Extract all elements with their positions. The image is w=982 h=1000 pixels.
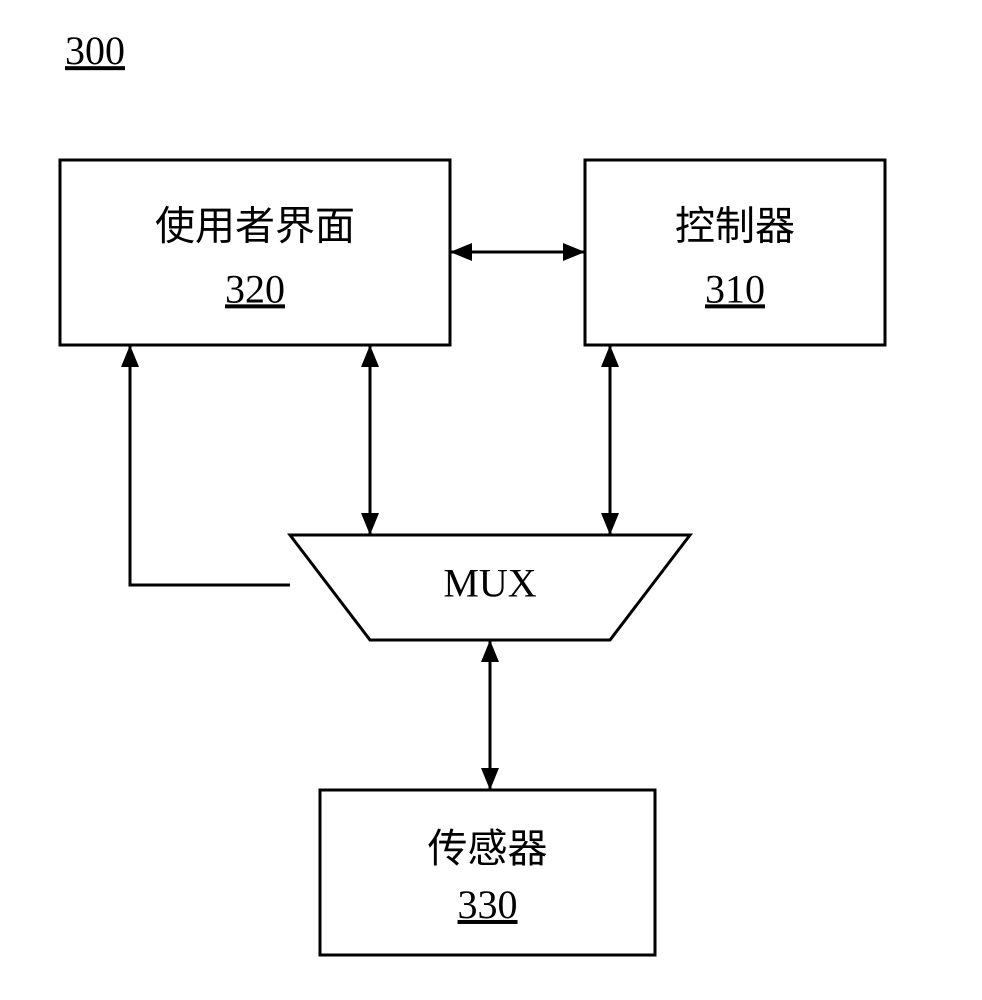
- edge-mux-ui-side: [130, 345, 290, 585]
- node-sensor: [320, 790, 655, 955]
- node-ui-label: 使用者界面: [155, 203, 355, 248]
- edge-controller-mux-down-arrow-start: [601, 345, 619, 367]
- node-controller-refnum: 310: [705, 266, 765, 311]
- node-controller: [585, 160, 885, 345]
- node-ui: [60, 160, 450, 345]
- node-ui-refnum: 320: [225, 266, 285, 311]
- figure-ref-number: 300: [65, 28, 125, 73]
- edge-controller-mux-down-arrow-end: [601, 513, 619, 535]
- node-sensor-label: 传感器: [428, 826, 548, 871]
- edge-mux-ui-side-arrow-end: [121, 345, 139, 367]
- node-mux-label: MUX: [443, 561, 536, 606]
- edge-mux-sensor-arrow-start: [481, 640, 499, 662]
- edge-ui-mux-down-arrow-end: [361, 513, 379, 535]
- node-sensor-refnum: 330: [458, 882, 518, 927]
- block-diagram: 300 使用者界面 320 控制器 310 MUX 传感器 330: [0, 0, 982, 1000]
- edge-ui-controller-arrow-end: [563, 243, 585, 261]
- edge-ui-controller-arrow-start: [450, 243, 472, 261]
- edge-ui-mux-down-arrow-start: [361, 345, 379, 367]
- edge-mux-sensor-arrow-end: [481, 768, 499, 790]
- node-controller-label: 控制器: [675, 203, 795, 248]
